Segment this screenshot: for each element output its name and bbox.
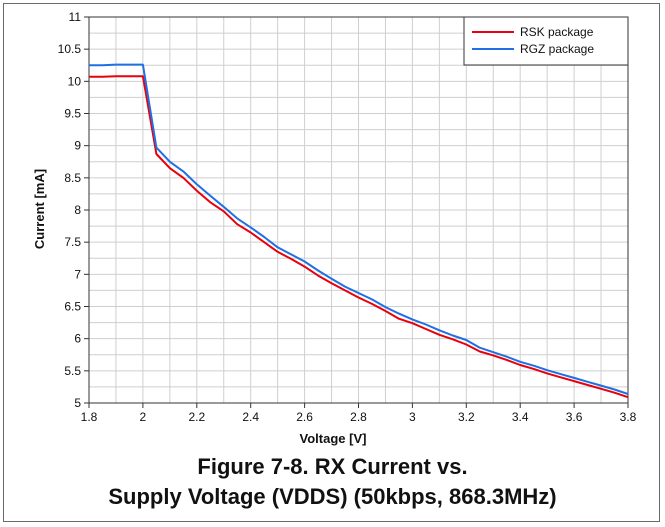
figure-caption-line-2: Supply Voltage (VDDS) (50kbps, 868.3MHz) xyxy=(108,484,557,509)
y-tick-label: 9.5 xyxy=(64,107,81,121)
x-tick-label: 2 xyxy=(140,410,147,424)
series-line-rgz-package xyxy=(89,63,629,395)
y-tick-label: 8.5 xyxy=(64,171,81,185)
x-tick-labels: 1.8 2 2.2 2.4 2.6 2.8 3 3.2 3.4 3.6 3.8 xyxy=(81,410,637,424)
series-lines xyxy=(89,63,629,399)
x-tick-label: 3 xyxy=(409,410,416,424)
x-tick-label: 3.6 xyxy=(566,410,583,424)
y-tick-label: 5 xyxy=(74,396,81,410)
y-axis-label: Current [mA] xyxy=(32,169,47,249)
y-tick-label: 6.5 xyxy=(64,300,81,314)
figure-caption-line-1: Figure 7-8. RX Current vs. xyxy=(197,454,468,479)
y-tick-label: 5.5 xyxy=(64,364,81,378)
series-line-rsk-package xyxy=(89,75,629,399)
y-tick-label: 10 xyxy=(68,74,82,88)
x-tick-label: 3.8 xyxy=(620,410,637,424)
x-tick-label: 3.2 xyxy=(458,410,475,424)
x-axis-label: Voltage [V] xyxy=(300,431,367,446)
y-tick-label: 8 xyxy=(74,203,81,217)
line-chart: 1.8 2 2.2 2.4 2.6 2.8 3 3.2 3.4 3.6 3.8 5 5.5 6 6.5 7 7… xyxy=(32,10,637,446)
legend-label: RGZ package xyxy=(520,42,594,56)
y-tick-label: 11 xyxy=(69,10,82,24)
axis-ticks xyxy=(84,16,629,408)
x-tick-label: 2.8 xyxy=(350,410,367,424)
y-tick-label: 9 xyxy=(74,139,81,153)
legend-label: RSK package xyxy=(520,25,594,39)
x-tick-label: 2.4 xyxy=(242,410,259,424)
x-tick-label: 2.2 xyxy=(188,410,205,424)
legend: RSK package RGZ package xyxy=(463,16,629,66)
y-tick-label: 10.5 xyxy=(58,42,82,56)
y-tick-label: 7.5 xyxy=(64,235,81,249)
x-tick-label: 2.6 xyxy=(296,410,313,424)
x-tick-label: 3.4 xyxy=(512,410,529,424)
y-tick-label: 7 xyxy=(74,267,81,281)
grid-lines xyxy=(88,16,628,404)
figure-frame xyxy=(3,3,660,522)
legend-box xyxy=(463,16,629,66)
y-tick-labels: 5 5.5 6 6.5 7 7.5 8 8.5 9 9.5 10 10.5 11 xyxy=(58,10,82,410)
y-tick-label: 6 xyxy=(74,332,81,346)
x-tick-label: 1.8 xyxy=(81,410,98,424)
